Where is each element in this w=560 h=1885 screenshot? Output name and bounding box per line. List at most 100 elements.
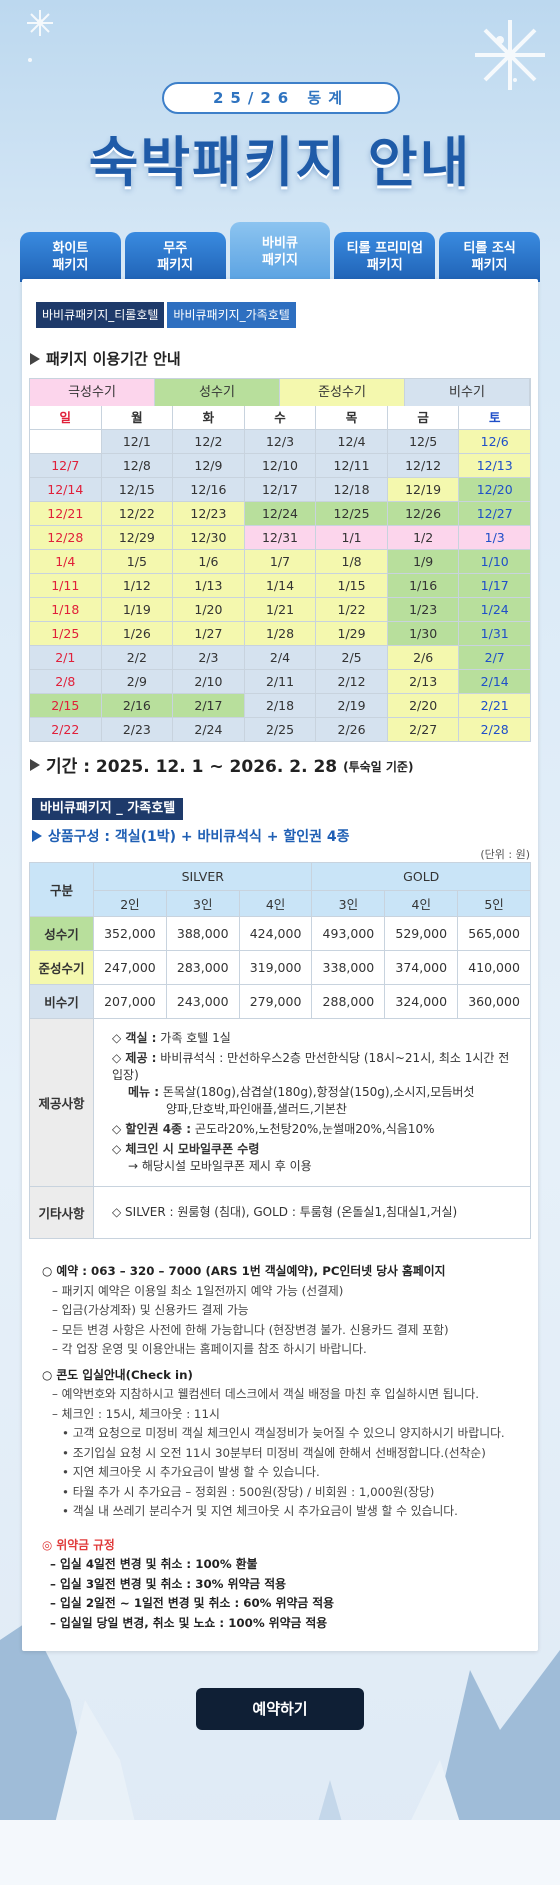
provisions-row: 제공사항 ◇ 객실 : 가족 호텔 1실 ◇ 제공 : 바비큐석식 : 만선하우스2… — [29, 1018, 531, 1187]
sub-header: 3인 — [165, 890, 240, 917]
tab-label: 무주 — [163, 241, 188, 256]
date-cell: 12/17 — [244, 478, 316, 501]
date-cell: 12/13 — [459, 454, 530, 477]
date-cell: 12/23 — [173, 502, 244, 525]
price-cell: 288,000 — [311, 984, 386, 1019]
provisions-cell: ◇ 객실 : 가족 호텔 1실 ◇ 제공 : 바비큐석식 : 만선하우스2층 만선… — [93, 1018, 531, 1187]
date-cell: 1/21 — [244, 598, 316, 621]
date-cell: 1/30 — [387, 622, 459, 645]
penalty-item: – 입실 2일전 ~ 1일전 변경 및 취소 : 60% 위약금 적용 — [50, 1596, 334, 1610]
tab[interactable]: 바비큐 패키지 — [229, 222, 331, 282]
provision-sub-head: 메뉴 : — [128, 1085, 160, 1099]
provision-sub-text: 돈목살(180g),삼겹살(180g),항정살(150g),소시지,모듬버섯 — [162, 1085, 475, 1099]
weekday: 화 — [173, 406, 244, 429]
note-item: – 예약번호와 지참하시고 웰컴센터 데스크에서 객실 배정을 마친 후 입실하… — [52, 1387, 480, 1401]
group-header: SILVER — [92, 862, 313, 891]
price-cell: 247,000 — [93, 950, 167, 985]
date-cell: 1/29 — [316, 622, 387, 645]
date-cell: 2/25 — [244, 718, 316, 741]
header-row: 구분 SILVER GOLD — [29, 862, 531, 917]
date-cell: 1/31 — [459, 622, 530, 645]
provision-text: 곤도라20%,노천탕20%,눈썰매20%,식음10% — [194, 1122, 435, 1136]
tab-label: 패키지 — [157, 258, 194, 273]
provision-sub-more: 양파,단호박,파인애플,샐러드,기본찬 — [166, 1102, 347, 1116]
date-cell: 12/3 — [244, 430, 316, 453]
period-text: 기간 : 2025. 12. 1 ~ 2026. 2. 28 — [46, 757, 338, 777]
legend-item: 성수기 — [155, 379, 280, 406]
weekday: 토 — [459, 406, 530, 429]
date-cell: 2/11 — [244, 670, 316, 693]
provision-text: 바비큐석식 : 만선하우스2층 만선한식당 (18시~21시, 최소 1시간 전… — [112, 1051, 510, 1082]
price-row: 비수기 207,000 243,000 279,000 288,000 324,000 36… — [29, 984, 531, 1019]
date-cell: 2/7 — [459, 646, 530, 669]
price-row: 성수기 352,000 388,000 424,000 493,000 529,000 56… — [29, 916, 531, 951]
date-cell: 1/2 — [387, 526, 459, 549]
date-cell: 12/28 — [30, 526, 101, 549]
price-cell: 352,000 — [93, 916, 167, 951]
tab[interactable]: 화이트 패키지 — [20, 232, 121, 282]
date-cell: 1/18 — [30, 598, 101, 621]
date-cell: 1/7 — [244, 550, 316, 573]
date-cell: 2/3 — [173, 646, 244, 669]
date-cell: 1/8 — [316, 550, 387, 573]
group-header: GOLD — [311, 862, 531, 891]
price-cell: 207,000 — [93, 984, 167, 1019]
tab[interactable]: 티롤 프리미엄 패키지 — [334, 232, 436, 282]
date-cell: 12/11 — [316, 454, 387, 477]
date-cell: 12/10 — [244, 454, 316, 477]
date-cell: 2/17 — [173, 694, 244, 717]
date-cell: 2/20 — [387, 694, 459, 717]
sub-tab[interactable]: 바비큐패키지_티롤호텔 — [36, 302, 165, 328]
weekday: 일 — [30, 406, 101, 429]
tab-label: 패키지 — [366, 258, 403, 273]
composition: 상품구성 : 객실(1박) + 바비큐석식 + 할인권 4종 — [32, 826, 350, 846]
note-bullet: • 타월 추가 시 추가요금 – 정회원 : 500원(장당) / 비회원 : … — [62, 1484, 435, 1499]
sub-tab[interactable]: 바비큐패키지_가족호텔 — [167, 302, 296, 328]
penalty-item: – 입실 3일전 변경 및 취소 : 30% 위약금 적용 — [50, 1576, 286, 1591]
date-cell: 1/9 — [387, 550, 459, 573]
price-cell: 324,000 — [384, 984, 459, 1019]
date-cell: 2/23 — [101, 718, 173, 741]
date-cell: 2/16 — [101, 694, 173, 717]
date-cell: 2/28 — [459, 718, 530, 741]
date-cell: 12/30 — [173, 526, 244, 549]
reserve-button[interactable]: 예약하기 — [196, 1688, 364, 1730]
note-item: – 체크인 : 15시, 체크아웃 : 11시 — [52, 1406, 220, 1421]
unit-note: (단위 : 원) — [480, 848, 530, 861]
date-cell: 1/4 — [30, 550, 101, 573]
date-cell: 1/6 — [173, 550, 244, 573]
provision-sub: 메뉴 : 돈목살(180g),삼겹살(180g),항정살(150g),소시지,모… — [112, 1084, 520, 1101]
date-cell: 2/27 — [387, 718, 459, 741]
header-row: 2인 3인 4인 3인 4인 5인 — [30, 890, 531, 917]
date-cell: 1/20 — [173, 598, 244, 621]
package-label: 바비큐패키지 _ 가족호텔 — [32, 798, 184, 820]
price-cell: 410,000 — [457, 950, 531, 985]
date-cell: 12/9 — [173, 454, 244, 477]
season-calendar: 극성수기 성수기 준성수기 비수기 일 월 화 수 목 금 토 12/1 12/2 12/3 12/4 12… — [29, 378, 531, 742]
price-cell: 374,000 — [384, 950, 459, 985]
date-cell: 2/12 — [316, 670, 387, 693]
note-bullet: • 고객 요청으로 미정비 객실 체크인시 객실정비가 늦어질 수 있으니 양지… — [62, 1426, 505, 1440]
tab-label: 패키지 — [471, 258, 508, 273]
date-cell: 12/26 — [387, 502, 459, 525]
sub-header: 3인 — [311, 890, 386, 917]
tab[interactable]: 티롤 조식 패키지 — [439, 232, 540, 282]
date-cell: 2/10 — [173, 670, 244, 693]
date-cell: 1/16 — [387, 574, 459, 597]
date-cell: 2/9 — [101, 670, 173, 693]
legend-item: 극성수기 — [30, 379, 155, 406]
tab-bar: 화이트 패키지 무주 패키지 바비큐 패키지 티롤 프리미엄 패키지 티롤 조식 패키지 — [20, 222, 540, 282]
tab-label: 화이트 — [52, 241, 89, 256]
date-cell: 12/15 — [101, 478, 173, 501]
price-cell: 493,000 — [311, 916, 386, 951]
weekday: 수 — [244, 406, 316, 429]
provision-sub: → 해당시설 모바일쿠폰 제시 후 이용 — [112, 1158, 520, 1175]
season-legend: 극성수기 성수기 준성수기 비수기 — [29, 378, 531, 406]
price-cell: 319,000 — [238, 950, 313, 985]
date-cell: 1/26 — [101, 622, 173, 645]
date-cell: 1/17 — [459, 574, 530, 597]
date-cell: 12/20 — [459, 478, 530, 501]
date-cell: 2/15 — [30, 694, 101, 717]
date-cell: 2/19 — [316, 694, 387, 717]
